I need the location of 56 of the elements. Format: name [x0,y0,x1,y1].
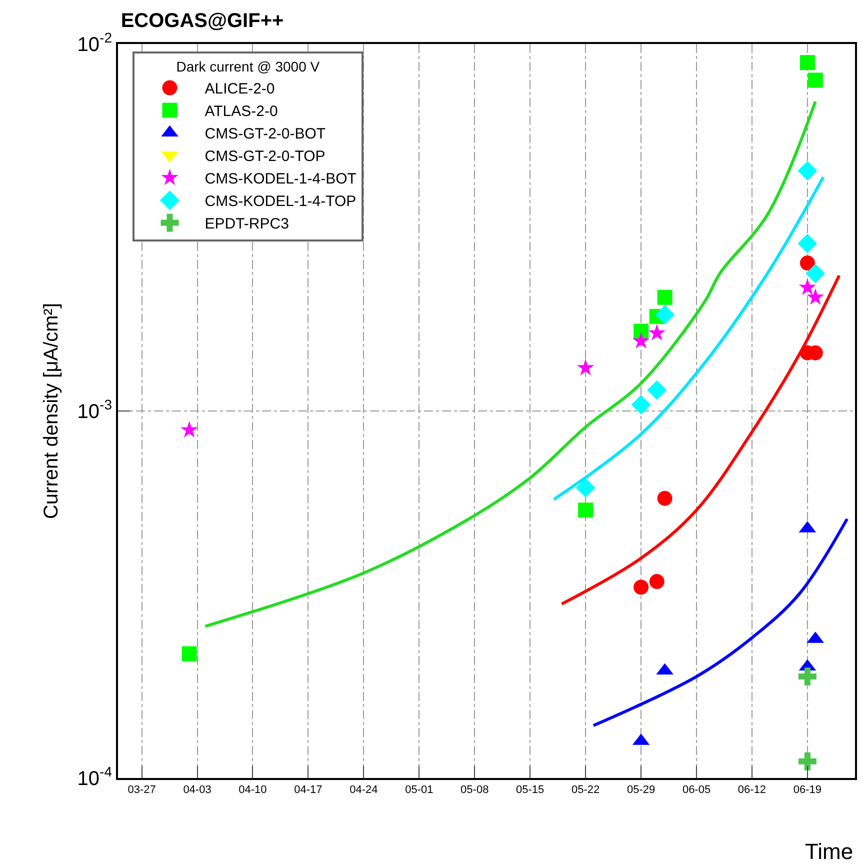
x-tick-label: 06-19 [793,784,822,796]
x-tick-label: 03-27 [128,784,156,796]
legend-label: ATLAS-2-0 [204,103,278,120]
point [647,380,667,400]
legend-label: CMS-KODEL-1-4-BOT [204,170,356,188]
point [655,304,675,324]
x-tick-label: 06-05 [682,784,711,796]
point [576,358,594,376]
point [806,288,824,305]
point [576,478,596,498]
legend-label: CMS-KODEL-1-4-TOP [204,193,356,210]
legend-label: EPDT-RPC3 [204,216,289,233]
y-tick-label: 10$^{-4}$ [77,764,112,790]
y-tick-label: 10$^{-3}$ [77,396,112,423]
x-tick-label: 05-15 [516,784,544,796]
point [657,290,672,305]
line-series [552,176,825,501]
x-tick-label: 05-08 [460,784,489,796]
legend-label: CMS-GT-2-0-BOT [204,126,326,143]
x-tick-label: 05-01 [405,784,434,796]
point [800,256,815,271]
point [182,646,197,662]
point [634,580,649,595]
point [798,752,816,770]
point [798,278,816,295]
x-tick-label: 06-12 [738,784,766,796]
point [808,72,823,88]
x-axis-title: Time [805,839,854,864]
point [180,421,198,438]
x-tick-label: 04-17 [294,784,322,796]
x-tick-label: 05-22 [571,784,600,796]
point [578,502,594,518]
point [631,395,651,414]
x-tick-label: 05-29 [626,784,656,796]
legend-title: Dark current @ 3000 V [176,58,320,75]
legend-label: ALICE-2-0 [204,80,275,98]
point [632,332,650,349]
point [649,574,664,590]
legend-label: CMS-GT-2-0-TOP [204,148,326,166]
line-series [204,100,817,628]
point [798,234,818,254]
point [798,668,816,686]
y-tick-label: 10$^{-2}$ [77,30,112,56]
y-axis-title: Current density [μA/cm²] [40,302,62,520]
point [798,161,818,181]
point [806,264,826,284]
line-series [560,274,841,606]
x-tick-label: 04-03 [183,784,212,796]
point [800,55,815,70]
point [648,324,666,340]
point [657,490,672,506]
x-tick-label: 04-10 [238,784,267,796]
point [634,324,649,339]
line-series [592,517,849,728]
x-tick-label: 04-24 [350,784,378,796]
chart-title: ECOGAS@GIF++ [120,10,284,32]
